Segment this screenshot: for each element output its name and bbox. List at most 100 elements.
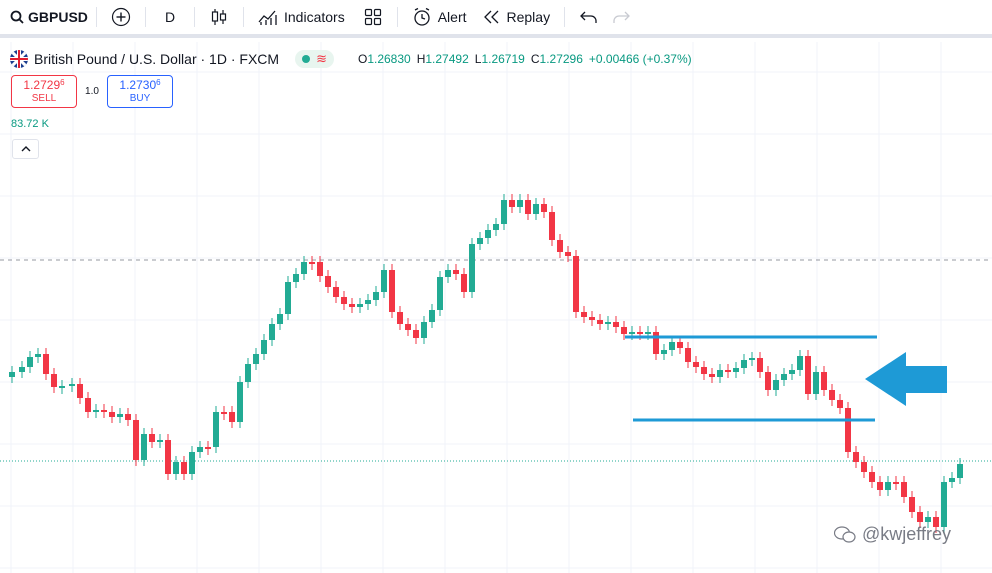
candle-body[interactable] bbox=[669, 342, 675, 350]
candle-body[interactable] bbox=[557, 240, 563, 252]
indicators-button[interactable]: Indicators bbox=[252, 0, 351, 36]
candle-body[interactable] bbox=[421, 322, 427, 338]
layouts-button[interactable] bbox=[357, 0, 389, 36]
candle-body[interactable] bbox=[861, 462, 867, 472]
candle-body[interactable] bbox=[293, 274, 299, 282]
candle-body[interactable] bbox=[413, 330, 419, 338]
candle-body[interactable] bbox=[837, 400, 843, 408]
candle-body[interactable] bbox=[749, 358, 755, 360]
candle-body[interactable] bbox=[437, 277, 443, 310]
candle-body[interactable] bbox=[741, 360, 747, 368]
candle-body[interactable] bbox=[461, 274, 467, 292]
candle-body[interactable] bbox=[869, 472, 875, 482]
candle-body[interactable] bbox=[485, 230, 491, 238]
candle-body[interactable] bbox=[357, 304, 363, 307]
candle-body[interactable] bbox=[533, 204, 539, 214]
candle-body[interactable] bbox=[333, 287, 339, 297]
candle-body[interactable] bbox=[405, 324, 411, 330]
candle-body[interactable] bbox=[173, 462, 179, 474]
candle-body[interactable] bbox=[725, 370, 731, 372]
candle-body[interactable] bbox=[845, 408, 851, 452]
candle-body[interactable] bbox=[949, 478, 955, 482]
candle-body[interactable] bbox=[213, 412, 219, 447]
candle-body[interactable] bbox=[813, 372, 819, 394]
candle-body[interactable] bbox=[613, 322, 619, 327]
candle-body[interactable] bbox=[477, 238, 483, 244]
price-chart[interactable] bbox=[0, 42, 992, 573]
candle-body[interactable] bbox=[525, 200, 531, 214]
candle-body[interactable] bbox=[221, 412, 227, 414]
candle-body[interactable] bbox=[677, 342, 683, 348]
candle-body[interactable] bbox=[469, 244, 475, 292]
candle-body[interactable] bbox=[205, 447, 211, 449]
candle-body[interactable] bbox=[101, 410, 107, 412]
candle-body[interactable] bbox=[933, 517, 939, 527]
candle-body[interactable] bbox=[85, 398, 91, 412]
candle-body[interactable] bbox=[157, 440, 163, 442]
candle-body[interactable] bbox=[765, 372, 771, 390]
candle-body[interactable] bbox=[573, 256, 579, 312]
candle-body[interactable] bbox=[277, 314, 283, 324]
candle-body[interactable] bbox=[117, 414, 123, 417]
symbol-title[interactable]: British Pound / U.S. Dollar · 1D · FXCM bbox=[34, 51, 280, 67]
candle-body[interactable] bbox=[685, 348, 691, 362]
candle-body[interactable] bbox=[245, 364, 251, 382]
alert-button[interactable]: Alert bbox=[406, 0, 473, 36]
candle-body[interactable] bbox=[51, 374, 57, 387]
candle-body[interactable] bbox=[109, 412, 115, 417]
candle-body[interactable] bbox=[373, 292, 379, 300]
candle-body[interactable] bbox=[189, 452, 195, 474]
candle-body[interactable] bbox=[165, 440, 171, 474]
candle-body[interactable] bbox=[893, 482, 899, 484]
candle-body[interactable] bbox=[149, 434, 155, 442]
candle-body[interactable] bbox=[821, 372, 827, 390]
candle-body[interactable] bbox=[365, 300, 371, 304]
candle-body[interactable] bbox=[581, 312, 587, 317]
candle-body[interactable] bbox=[773, 380, 779, 390]
candle-body[interactable] bbox=[701, 367, 707, 374]
candle-body[interactable] bbox=[59, 386, 65, 388]
symbol-search[interactable]: GBPUSD bbox=[0, 0, 88, 36]
candle-body[interactable] bbox=[661, 350, 667, 354]
candle-body[interactable] bbox=[549, 212, 555, 240]
candle-body[interactable] bbox=[957, 464, 963, 478]
interval-button[interactable]: D bbox=[154, 0, 186, 36]
candle-body[interactable] bbox=[19, 367, 25, 372]
collapse-legend-button[interactable] bbox=[12, 139, 39, 159]
candle-body[interactable] bbox=[493, 224, 499, 230]
candle-body[interactable] bbox=[925, 517, 931, 522]
candle-body[interactable] bbox=[717, 370, 723, 377]
candle-body[interactable] bbox=[445, 270, 451, 277]
candle-body[interactable] bbox=[269, 324, 275, 340]
chart-type-button[interactable] bbox=[203, 0, 235, 36]
candle-body[interactable] bbox=[341, 297, 347, 304]
undo-button[interactable] bbox=[573, 0, 605, 36]
candle-body[interactable] bbox=[605, 322, 611, 324]
candle-body[interactable] bbox=[253, 354, 259, 364]
candle-body[interactable] bbox=[501, 200, 507, 224]
candle-body[interactable] bbox=[453, 270, 459, 274]
candle-body[interactable] bbox=[317, 262, 323, 276]
candle-body[interactable] bbox=[733, 368, 739, 372]
candle-body[interactable] bbox=[197, 447, 203, 452]
candle-body[interactable] bbox=[565, 252, 571, 256]
candle-body[interactable] bbox=[781, 374, 787, 380]
sell-button[interactable]: 1.27296 SELL bbox=[11, 75, 77, 108]
arrow-annotation[interactable] bbox=[865, 352, 947, 406]
candle-body[interactable] bbox=[349, 304, 355, 307]
candle-body[interactable] bbox=[229, 412, 235, 422]
candle-body[interactable] bbox=[9, 372, 15, 377]
candle-body[interactable] bbox=[797, 356, 803, 370]
candle-body[interactable] bbox=[133, 420, 139, 460]
candle-body[interactable] bbox=[709, 374, 715, 377]
candle-body[interactable] bbox=[597, 320, 603, 324]
candle-body[interactable] bbox=[909, 497, 915, 512]
candle-body[interactable] bbox=[309, 262, 315, 264]
candle-body[interactable] bbox=[237, 382, 243, 422]
candle-body[interactable] bbox=[517, 200, 523, 207]
candle-body[interactable] bbox=[77, 384, 83, 398]
candle-body[interactable] bbox=[629, 332, 635, 334]
candle-body[interactable] bbox=[181, 462, 187, 474]
candle-body[interactable] bbox=[325, 276, 331, 287]
candle-body[interactable] bbox=[853, 452, 859, 462]
